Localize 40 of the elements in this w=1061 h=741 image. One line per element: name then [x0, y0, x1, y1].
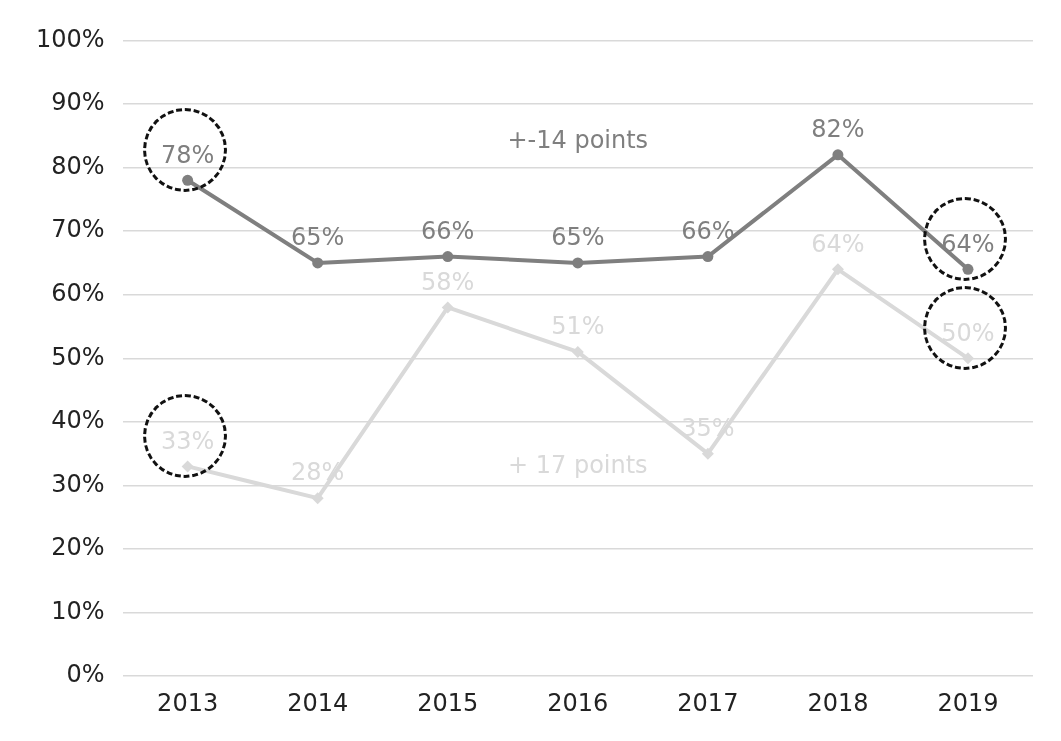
data-label: 64%	[941, 229, 995, 258]
data-label: 78%	[160, 140, 215, 169]
point	[181, 460, 194, 473]
x-tick-label: 2015	[417, 688, 479, 717]
y-tick-label: 10%	[51, 596, 105, 625]
point	[702, 251, 714, 263]
y-tick-label: 50%	[51, 342, 105, 371]
y-tick-label: 90%	[51, 88, 105, 117]
data-label: 66%	[421, 216, 475, 245]
point	[962, 263, 974, 275]
data-label: 82%	[811, 115, 865, 144]
y-tick-label: 20%	[51, 533, 105, 562]
data-label: 66%	[681, 216, 735, 245]
y-tick-label: 80%	[51, 151, 105, 180]
point	[571, 345, 584, 358]
point	[312, 257, 324, 269]
y-tick-label: 30%	[51, 469, 105, 498]
y-tick-label: 0%	[66, 660, 105, 689]
point	[572, 257, 584, 269]
x-tick-label: 2018	[807, 688, 869, 717]
point	[831, 263, 844, 276]
x-tick-label: 2013	[157, 688, 219, 717]
x-tick-label: 2019	[937, 688, 999, 717]
point	[832, 149, 844, 161]
y-tick-label: 40%	[51, 406, 105, 435]
point	[442, 251, 454, 263]
point	[311, 492, 324, 505]
annotation: +-14 points	[507, 126, 649, 155]
data-label: 65%	[291, 223, 345, 252]
point	[961, 352, 974, 365]
data-label: 65%	[551, 223, 605, 252]
point	[441, 301, 454, 314]
y-tick-label: 100%	[35, 24, 105, 53]
y-tick-label: 70%	[51, 215, 105, 244]
y-tick-label: 60%	[51, 278, 105, 307]
x-tick-label: 2014	[287, 688, 349, 717]
x-tick-label: 2017	[677, 688, 739, 717]
point	[182, 174, 194, 186]
point	[701, 447, 714, 460]
x-tick-label: 2016	[547, 688, 609, 717]
